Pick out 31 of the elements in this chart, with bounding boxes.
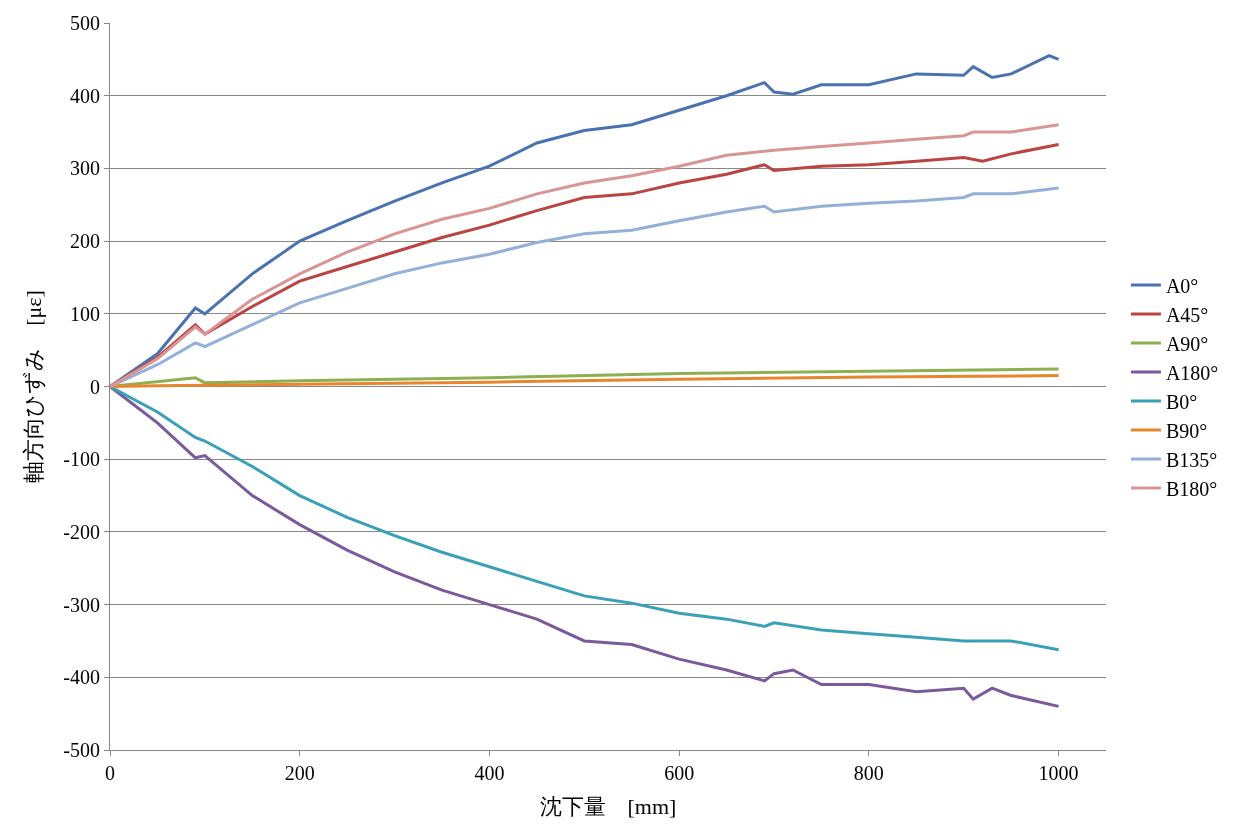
- line-series: [110, 186, 1061, 388]
- x-tick-label: 0: [105, 762, 115, 784]
- legend-label: B180°: [1165, 477, 1218, 500]
- legend-label: B135°: [1165, 448, 1218, 471]
- y-tick-label: 200: [70, 230, 100, 253]
- y-tick-label: 500: [70, 12, 100, 34]
- y-tick-label: -500: [63, 739, 100, 761]
- x-tick-label: 400: [474, 762, 505, 784]
- line-series: [110, 385, 1061, 652]
- y-tick-label: 300: [70, 157, 100, 180]
- y-tick-label: -100: [63, 448, 100, 471]
- x-tick-label: 200: [284, 762, 315, 784]
- line-series: [110, 385, 1061, 708]
- y-tick-label: -400: [63, 666, 100, 689]
- line-series: [110, 374, 1061, 388]
- legend-label: A180°: [1165, 361, 1219, 384]
- legend-label: A0°: [1165, 274, 1199, 297]
- legend-label: A90°: [1165, 332, 1209, 355]
- legend-label: B0°: [1165, 390, 1198, 413]
- y-axis-title: 軸方向ひずみ [με]: [21, 290, 47, 483]
- y-tick-label: 400: [70, 84, 100, 107]
- legend-label: A45°: [1165, 303, 1209, 326]
- y-tick-label: 100: [70, 302, 100, 325]
- x-axis-title: 沈下量 [mm]: [539, 793, 677, 819]
- y-tick-label: 0: [90, 375, 100, 398]
- x-tick-label: 600: [664, 762, 695, 784]
- y-tick-label: -300: [63, 593, 100, 616]
- x-tick-label: 1000: [1038, 762, 1079, 784]
- x-tick-label: 800: [853, 762, 884, 784]
- legend-label: B90°: [1165, 419, 1208, 442]
- y-tick-label: -200: [63, 520, 100, 543]
